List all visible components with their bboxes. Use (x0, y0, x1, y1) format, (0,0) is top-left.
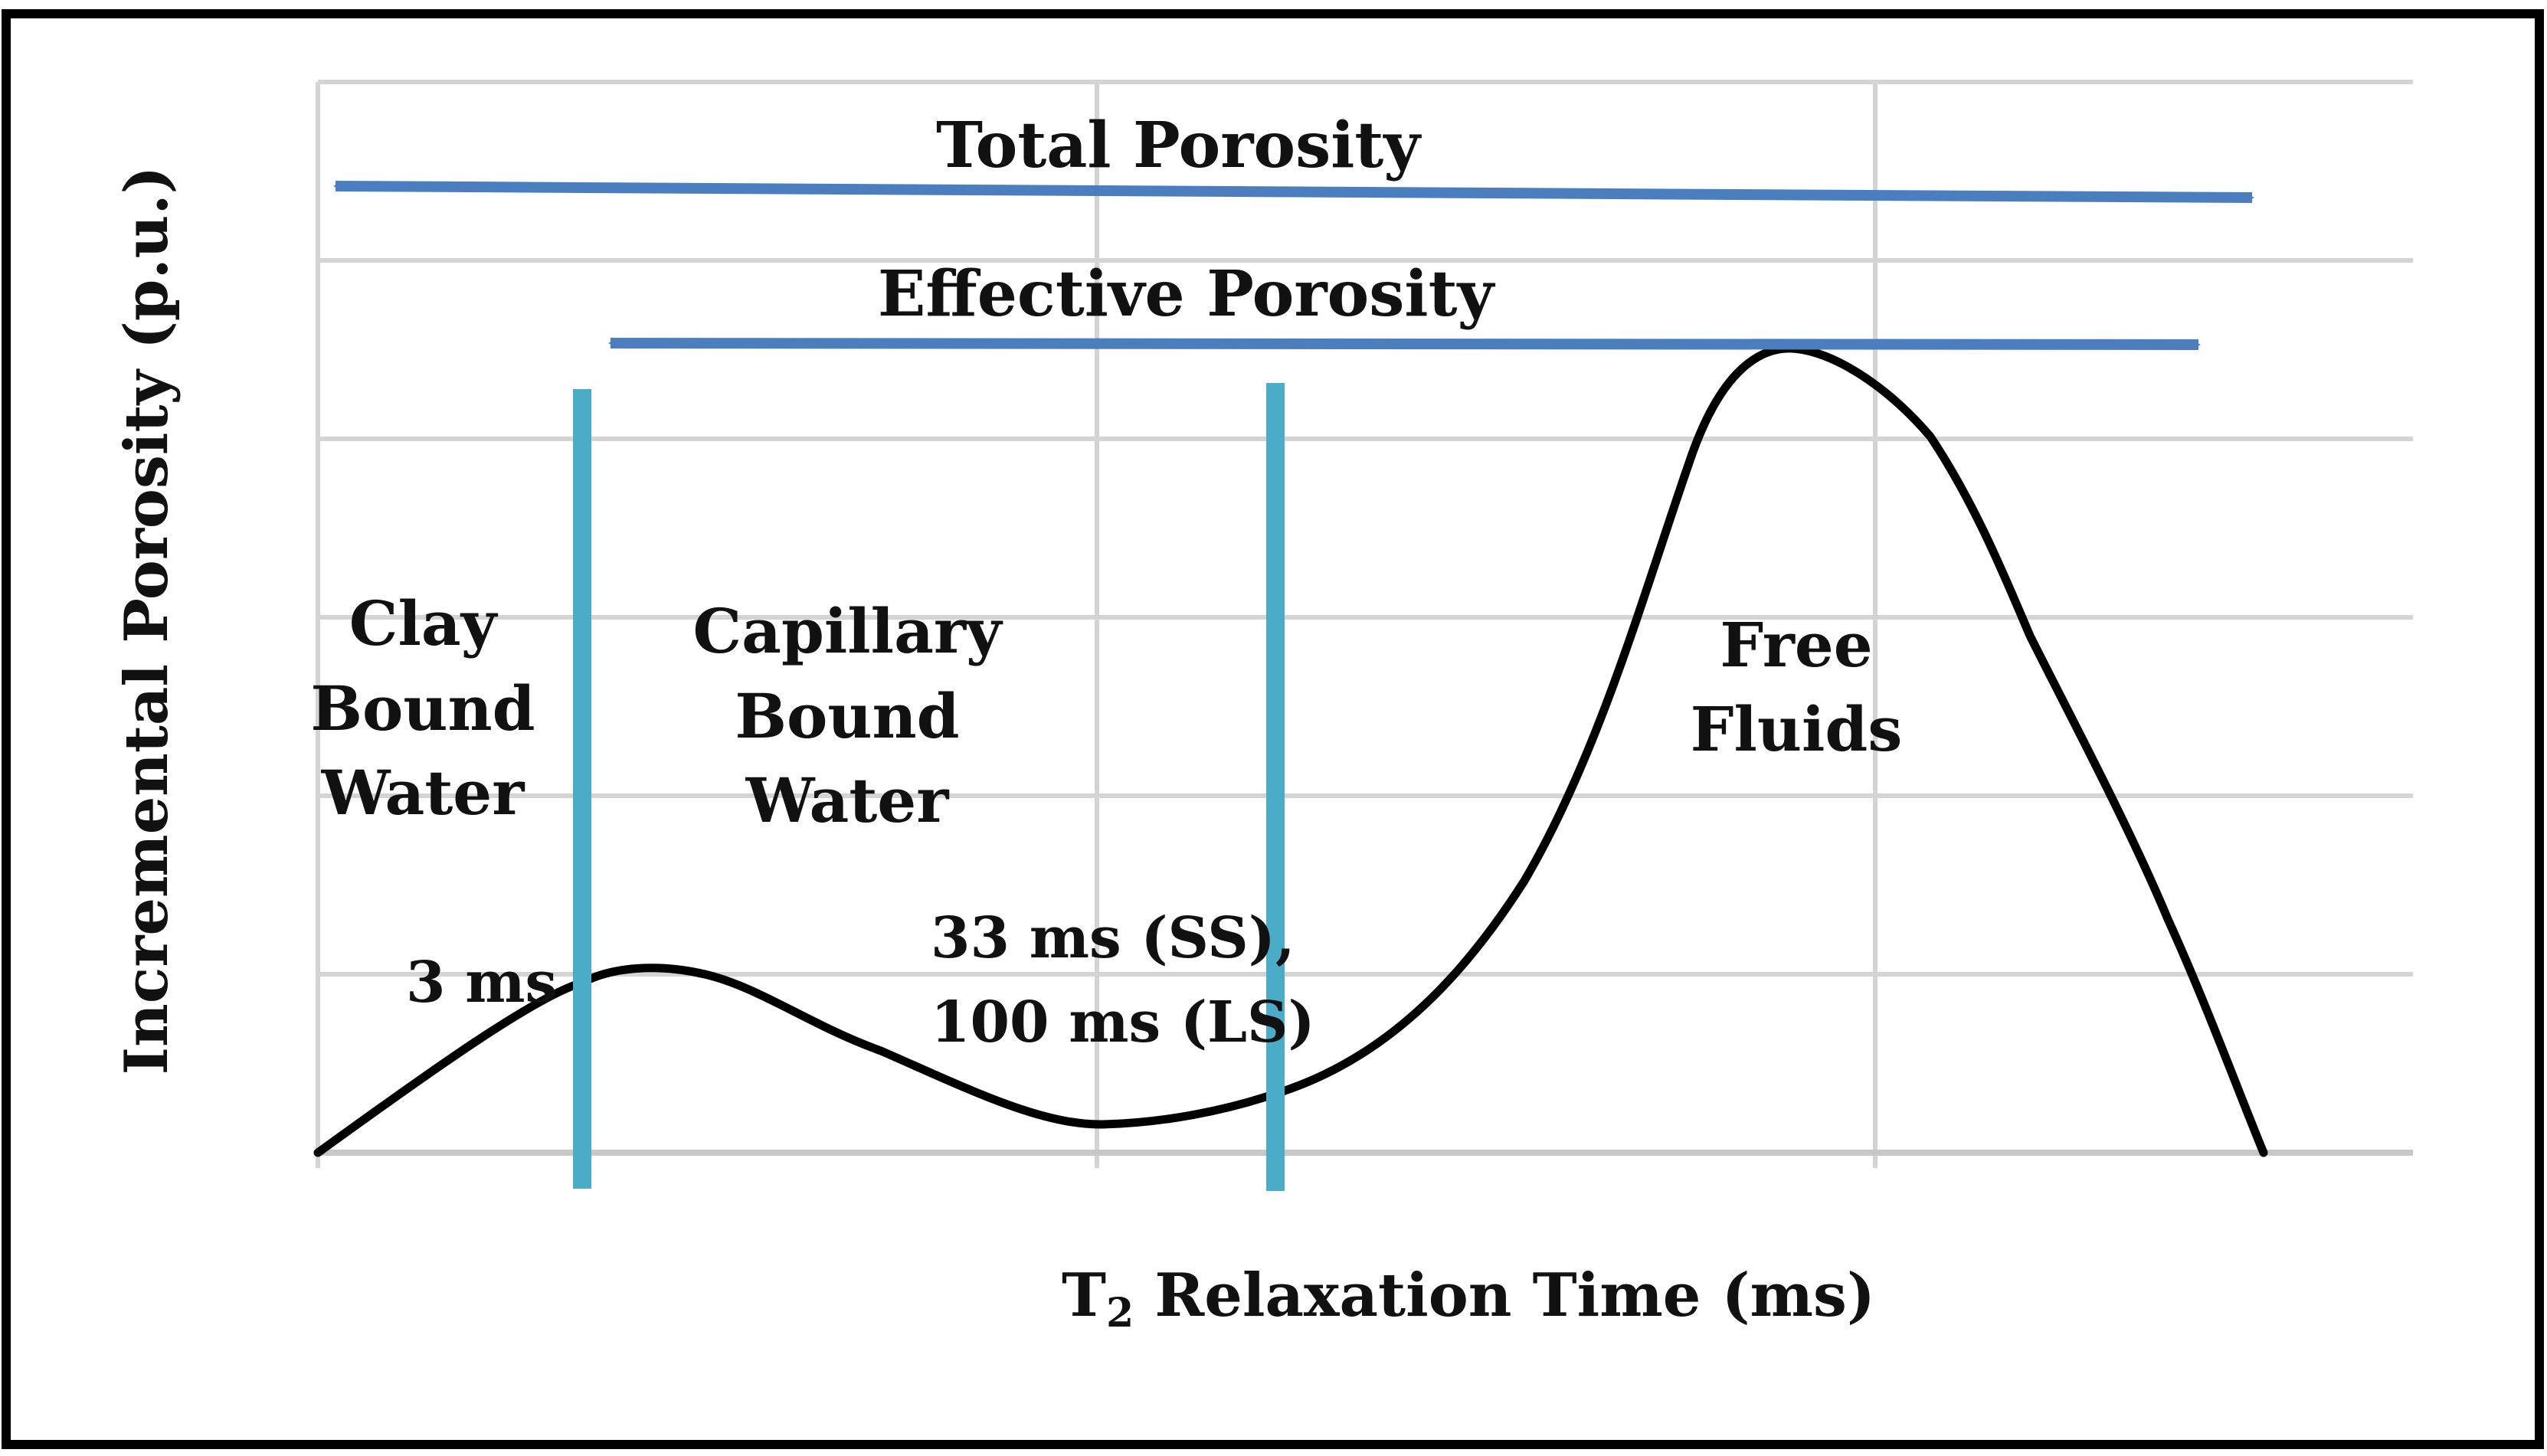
total-porosity-arrow (333, 181, 2254, 203)
x-axis-label-rest: Relaxation Time (ms) (1134, 1261, 1875, 1330)
x-axis-label-subscript: 2 (1106, 1290, 1134, 1337)
free-label-line-1: Free (1720, 609, 1872, 681)
capillary-bound-water-label: Capillary Bound Water (692, 595, 1003, 836)
clay-label-line-1: Clay (349, 587, 499, 659)
capillary-label-line-3: Water (745, 764, 950, 836)
gridlines-vertical (316, 82, 1878, 1168)
clay-label-line-3: Water (321, 757, 525, 829)
total-porosity-label: Total Porosity (936, 109, 1422, 182)
clay-bound-water-label: Clay Bound Water (310, 587, 535, 829)
capillary-label-line-1: Capillary (692, 595, 1003, 667)
capillary-cutoff-value-line-1: 33 ms (SS), (931, 905, 1295, 971)
capillary-cutoff-value-line-2: 100 ms (LS) (931, 990, 1314, 1055)
free-label-line-2: Fluids (1691, 693, 1903, 765)
t2-distribution-curve (313, 344, 2268, 1157)
effective-porosity-label: Effective Porosity (878, 257, 1496, 331)
capillary-label-line-2: Bound (735, 680, 959, 752)
clay-cutoff-value: 3 ms (406, 950, 557, 1016)
free-fluids-label: Free Fluids (1691, 609, 1903, 765)
effective-porosity-arrow (608, 338, 2201, 350)
x-axis-label: T2 Relaxation Time (ms) (1062, 1261, 1875, 1337)
y-axis-label: Incremental Porosity (p.u.) (112, 166, 182, 1075)
gridlines-horizontal (318, 80, 2413, 977)
clay-label-line-2: Bound (310, 672, 535, 744)
x-axis-label-t: T (1062, 1261, 1106, 1330)
